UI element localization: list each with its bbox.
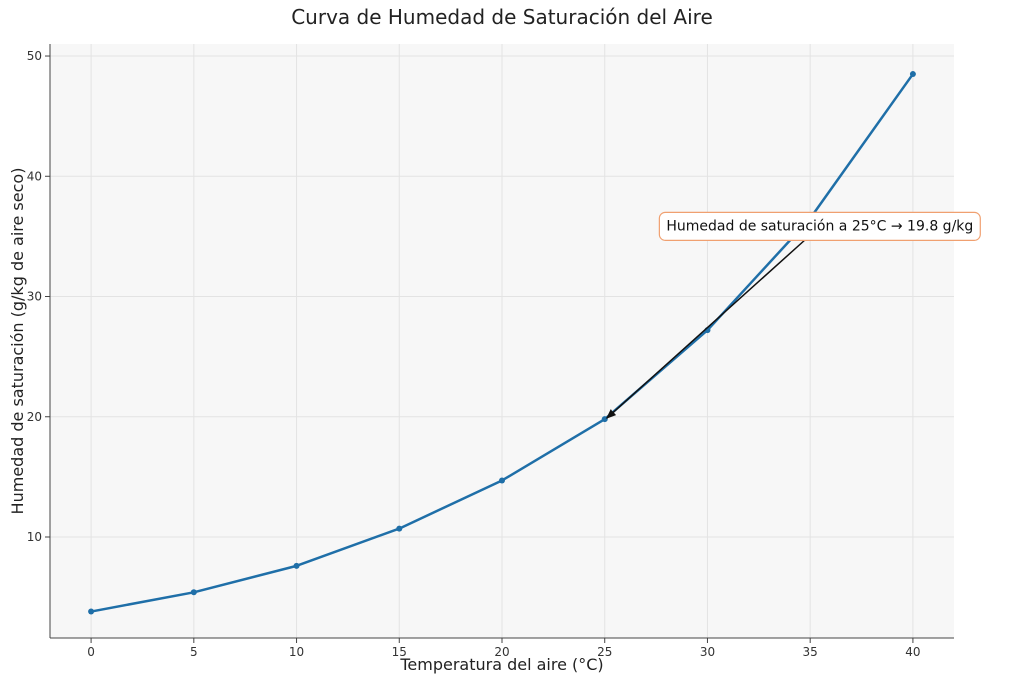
x-tick-label: 15 [392, 645, 407, 659]
data-point [293, 562, 300, 569]
x-tick-label: 35 [803, 645, 818, 659]
data-point [601, 416, 608, 423]
data-point [396, 525, 403, 532]
data-point [190, 589, 197, 596]
y-tick-label: 30 [27, 290, 42, 304]
chart-title: Curva de Humedad de Saturación del Aire [291, 5, 713, 29]
ticks: 0 5 10 15 20 25 30 35 40 10 20 30 40 50 [27, 49, 921, 659]
y-tick-label: 10 [27, 530, 42, 544]
data-point [88, 608, 95, 615]
annotation-box [658, 211, 981, 241]
x-tick-label: 40 [905, 645, 920, 659]
annotation-arrow [605, 239, 805, 419]
annotation-group: Humedad de saturación a 25°C → 19.8 g/kg [605, 211, 981, 419]
x-tick-label: 20 [494, 645, 509, 659]
data-point [909, 71, 916, 78]
grid [50, 44, 954, 638]
annotation-text: Humedad de saturación a 25°C → 19.8 g/kg [666, 218, 973, 234]
x-tick-label: 10 [289, 645, 304, 659]
x-axis-label: Temperatura del aire (°C) [399, 655, 603, 674]
data-point [499, 477, 505, 484]
x-tick-label: 25 [597, 645, 612, 659]
x-tick-label: 5 [190, 645, 198, 659]
y-tick-label: 40 [27, 169, 42, 183]
y-tick-label: 20 [27, 410, 42, 424]
x-tick-label: 0 [87, 645, 95, 659]
y-axis-label: Humedad de saturación (g/kg de aire seco… [8, 168, 27, 515]
y-tick-label: 50 [27, 49, 42, 63]
x-tick-label: 30 [700, 645, 715, 659]
series-group [88, 71, 916, 615]
